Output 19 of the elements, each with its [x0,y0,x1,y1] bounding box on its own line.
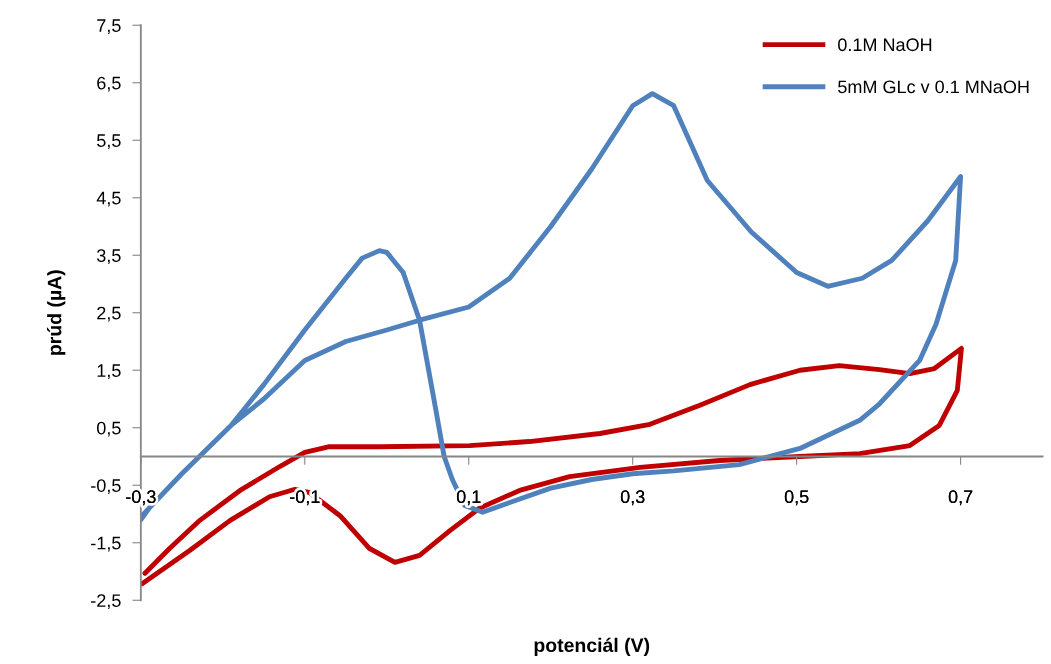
y-tick-label: 2,5 [97,306,121,322]
legend-label: 5mM GLc v 0.1 MNaOH [838,80,1029,94]
y-tick-label: 0,5 [97,421,121,437]
x-tick-label: 0,5 [784,490,809,506]
y-tick-label: 1,5 [97,364,121,380]
x-tick-label: -0,3 [126,490,156,506]
x-axis-title: potenciál (V) [534,637,650,656]
y-tick-label: -1,5 [91,536,121,552]
y-tick-label: -2,5 [91,594,121,610]
y-tick-label: 4,5 [96,191,121,207]
y-tick-label: 6,5 [97,76,121,92]
x-tick-label: 0,3 [620,490,645,506]
y-tick-label: 5,5 [97,134,121,150]
y-tick-label: 7,5 [97,19,121,35]
y-tick-label: -0,5 [91,479,121,495]
legend-label: 0.1M NaOH [838,38,932,52]
y-axis-title: prúd (µA) [46,270,66,355]
y-tick-label: 3,5 [96,249,121,265]
x-tick-label: 0,7 [948,490,973,506]
